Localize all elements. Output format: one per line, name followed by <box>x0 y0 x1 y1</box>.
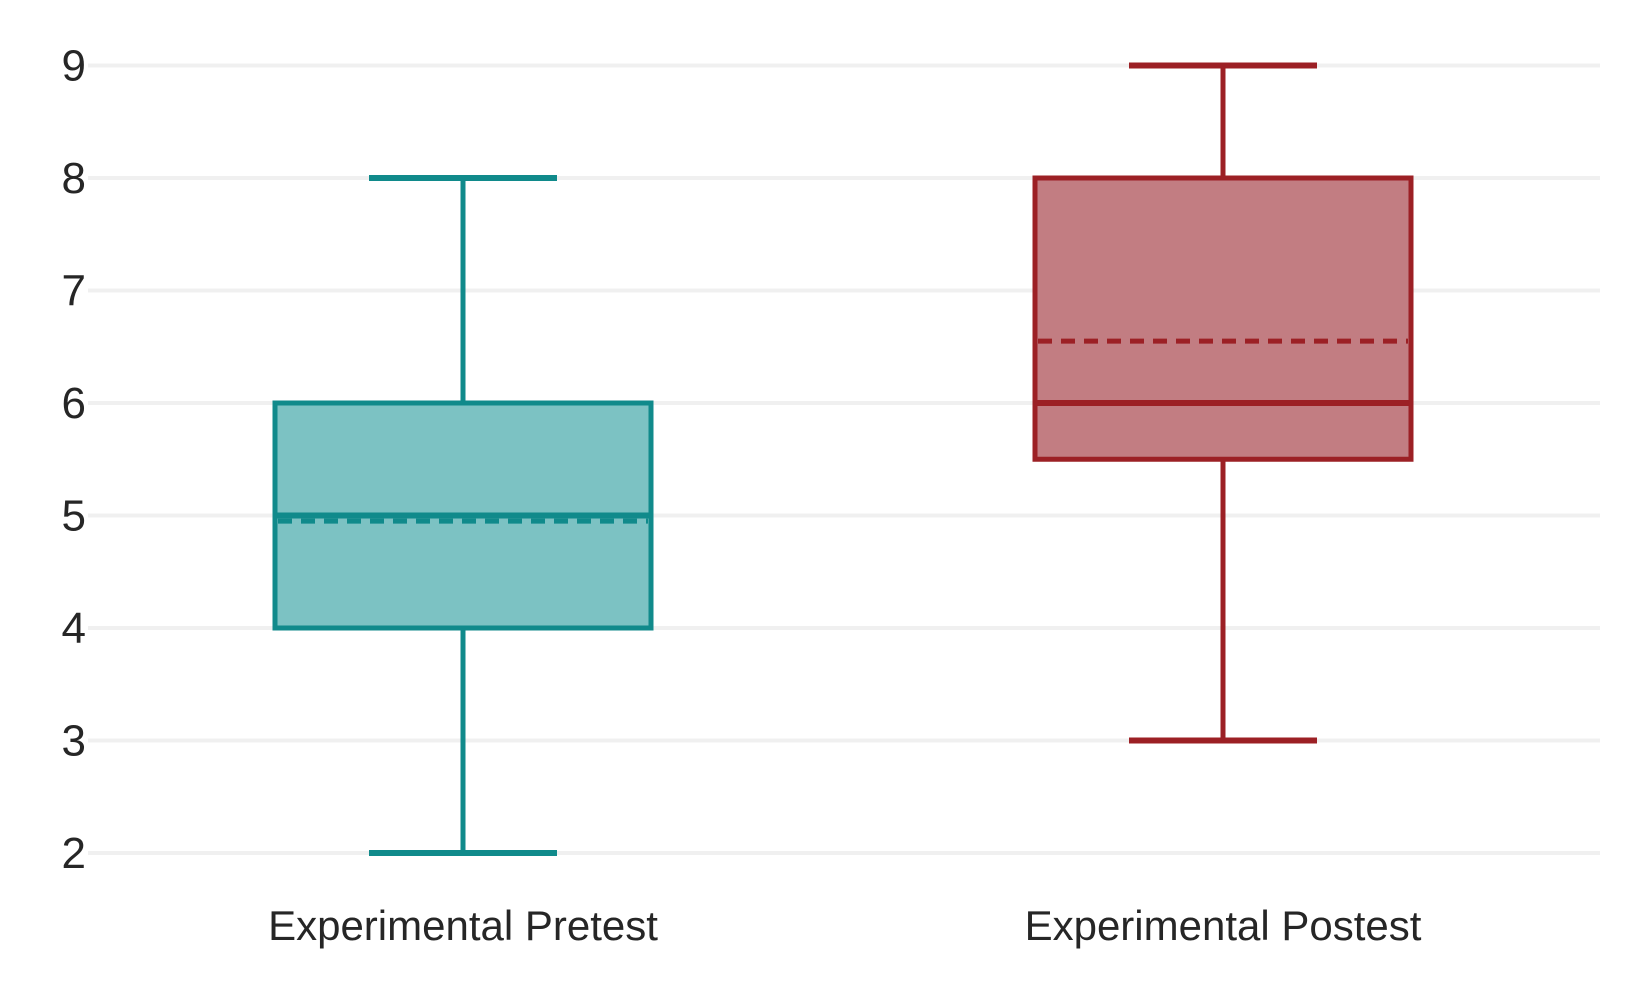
box-postest <box>1032 175 1414 462</box>
y-tick-label-9: 9 <box>62 42 86 91</box>
y-tick-label-7: 7 <box>62 267 86 316</box>
y-tick-label-2: 2 <box>62 829 86 878</box>
x-axis-label-postest: Experimental Postest <box>1024 902 1422 949</box>
y-tick-label-8: 8 <box>62 154 86 203</box>
y-tick-label-5: 5 <box>62 492 86 541</box>
x-axis-label-pretest: Experimental Pretest <box>268 902 658 949</box>
y-tick-label-6: 6 <box>62 379 86 428</box>
y-tick-label-3: 3 <box>62 717 86 766</box>
y-tick-label-4: 4 <box>62 604 86 653</box>
